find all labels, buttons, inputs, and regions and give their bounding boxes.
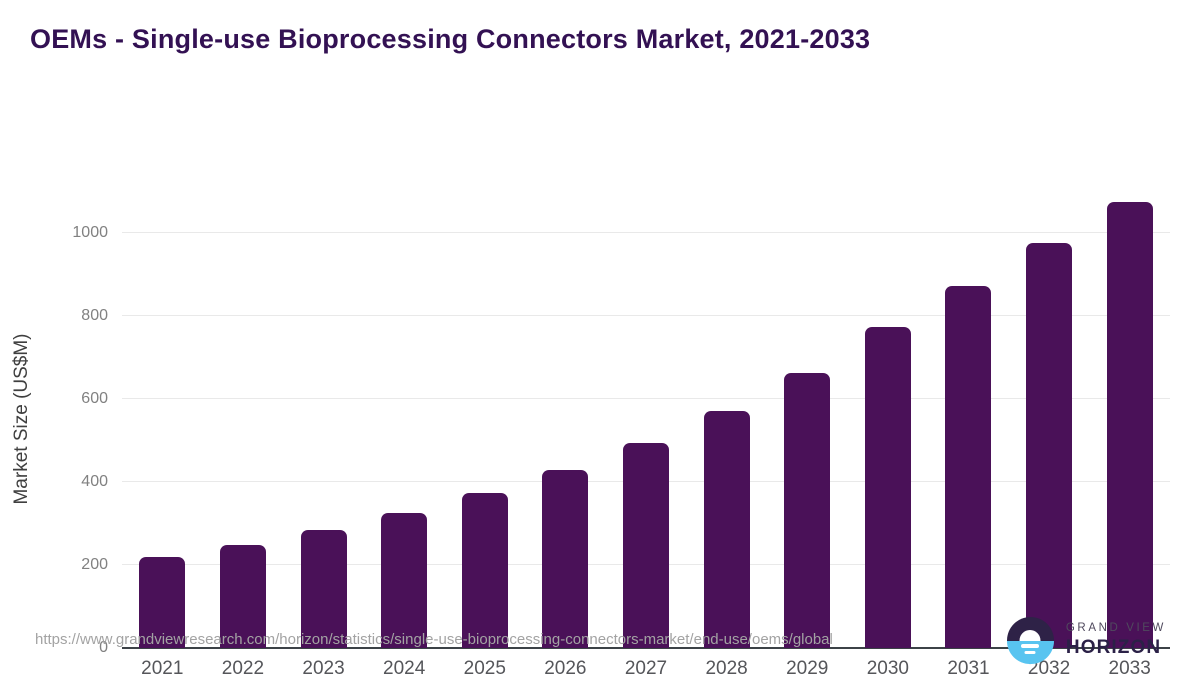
x-label-2026: 2026 — [544, 658, 587, 675]
bar-2033 — [1106, 202, 1153, 648]
x-label-2021: 2021 — [141, 658, 184, 675]
bar-2023 — [300, 530, 347, 648]
logo-horizon-line2-icon — [1024, 650, 1036, 654]
x-label-2033: 2033 — [1108, 658, 1151, 675]
y-tick-800: 800 — [81, 306, 108, 324]
bar-2028 — [703, 411, 750, 648]
y-tick-0: 0 — [99, 639, 108, 656]
x-label-2027: 2027 — [624, 658, 668, 675]
y-tick-400: 400 — [81, 472, 108, 490]
bar-2022 — [219, 545, 266, 648]
x-axis-line — [122, 647, 1170, 649]
horizon-logo-icon — [1006, 617, 1054, 664]
source-url: https://www.grandviewresearch.com/horizo… — [35, 631, 833, 648]
bar-2032 — [1026, 243, 1073, 648]
x-label-2030: 2030 — [866, 658, 909, 675]
logo-text: GRAND VIEW HORIZON — [1066, 622, 1166, 659]
plot-area — [122, 190, 1170, 649]
x-label-2024: 2024 — [383, 658, 426, 675]
x-label-2031: 2031 — [947, 658, 990, 675]
logo-horizon-line-icon — [1021, 643, 1040, 648]
logo-grand-view-label: GRAND VIEW — [1065, 622, 1166, 634]
y-tick-600: 600 — [81, 389, 108, 407]
bar-2025 — [461, 493, 508, 648]
x-label-2022: 2022 — [221, 658, 265, 675]
bar-2027 — [623, 443, 669, 648]
logo-icon-top-half — [1006, 617, 1054, 641]
gridline-600 — [122, 397, 1170, 399]
x-label-2028: 2028 — [705, 658, 748, 675]
x-label-2025: 2025 — [463, 658, 506, 675]
x-label-2023: 2023 — [302, 658, 345, 675]
footer: https://www.grandviewresearch.com/horizo… — [0, 600, 1200, 675]
y-tick-200: 200 — [81, 555, 108, 573]
bar-chart: Market Size (US$M) 0 200 400 600 800 1000 2021… — [0, 90, 1200, 675]
x-label-2029: 2029 — [786, 658, 829, 675]
bar-2024 — [381, 513, 428, 648]
logo-horizon-label: HORIZON — [1065, 637, 1162, 658]
bar-2021 — [139, 557, 186, 648]
brand-logo: GRAND VIEW HORIZON — [1006, 617, 1166, 664]
chart-title: OEMs - Single-use Bioprocessing Connecto… — [30, 24, 871, 54]
y-tick-1000: 1000 — [72, 223, 108, 241]
y-axis-title: Market Size (US$M) — [11, 333, 32, 505]
gridline-1000 — [122, 231, 1170, 233]
bar-2030 — [864, 327, 911, 648]
bar-2031 — [945, 286, 992, 648]
logo-sun-icon — [1019, 630, 1041, 641]
bar-2026 — [542, 470, 589, 648]
gridline-800 — [122, 314, 1170, 316]
bar-2029 — [784, 373, 831, 648]
